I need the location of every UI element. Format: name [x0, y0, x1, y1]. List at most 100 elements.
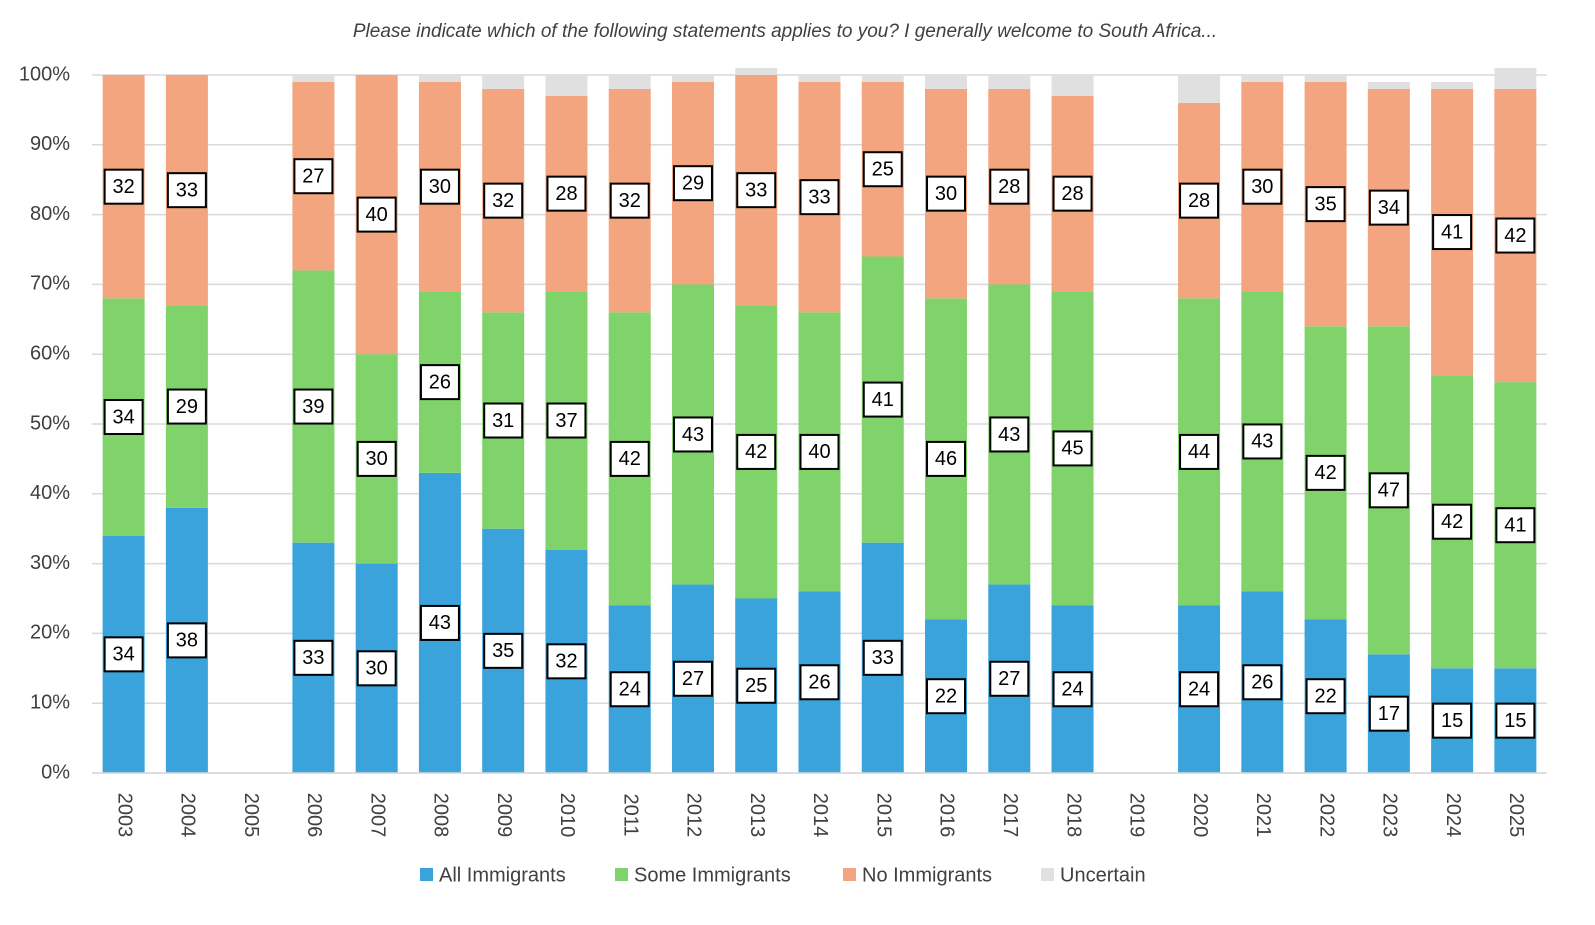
bar-segment	[608, 75, 651, 89]
data-label: 34	[113, 644, 135, 666]
data-label: 41	[1504, 514, 1526, 536]
data-label-box	[293, 388, 334, 425]
bar-segment	[1367, 81, 1410, 89]
data-label: 28	[555, 183, 577, 205]
data-label: 42	[619, 448, 641, 470]
y-tick-label: 70%	[30, 273, 70, 295]
data-label-box	[166, 622, 207, 659]
data-label-box	[926, 440, 967, 477]
x-tick-label: 2022	[1315, 793, 1337, 838]
data-label: 24	[619, 679, 641, 701]
data-label: 15	[1441, 710, 1463, 732]
data-label-box	[1495, 702, 1536, 739]
x-tick-label: 2015	[872, 793, 894, 838]
data-label-box	[293, 639, 334, 676]
y-tick-label: 10%	[30, 691, 70, 713]
x-tick-label: 2020	[1189, 793, 1211, 838]
x-tick-label: 2018	[1062, 793, 1084, 838]
data-label: 41	[1441, 221, 1463, 243]
data-label: 29	[176, 396, 198, 418]
data-label: 40	[366, 204, 388, 226]
data-label-box	[736, 172, 777, 209]
data-label: 42	[745, 441, 767, 463]
x-tick-label: 2010	[556, 793, 578, 838]
data-label-box	[1052, 430, 1093, 467]
data-label-box	[609, 440, 650, 477]
data-label: 34	[113, 406, 135, 428]
data-label-box	[356, 196, 397, 233]
x-tick-label: 2011	[619, 793, 641, 836]
bar-segment	[482, 75, 525, 89]
data-label-box	[419, 604, 460, 641]
x-tick-label: 2024	[1442, 793, 1464, 838]
data-label: 33	[745, 179, 767, 201]
legend-swatch	[420, 868, 433, 881]
data-label: 43	[429, 612, 451, 634]
data-label-box	[736, 667, 777, 704]
data-label-box	[736, 433, 777, 470]
data-label: 27	[302, 165, 324, 187]
y-tick-label: 0%	[41, 761, 70, 783]
data-label: 28	[1061, 183, 1083, 205]
data-label-box	[1052, 175, 1093, 212]
data-label: 33	[302, 647, 324, 669]
data-label-box	[799, 179, 840, 216]
y-tick-label: 50%	[30, 412, 70, 434]
data-label: 22	[935, 686, 957, 708]
data-label-box	[103, 399, 144, 436]
bar-segment	[735, 68, 778, 75]
x-tick-label: 2007	[366, 793, 388, 838]
data-label-box	[609, 182, 650, 219]
data-label: 27	[682, 668, 704, 690]
x-tick-label: 2006	[303, 793, 325, 838]
data-label-box	[989, 660, 1030, 697]
data-label-box	[483, 402, 524, 439]
data-label-box	[799, 664, 840, 701]
x-tick-label: 2008	[430, 793, 452, 838]
x-tick-label: 2019	[1126, 793, 1148, 838]
data-label: 45	[1061, 438, 1083, 460]
data-label: 26	[429, 371, 451, 393]
data-label-box	[1242, 168, 1283, 205]
data-label: 30	[1251, 176, 1273, 198]
x-tick-label: 2012	[683, 793, 705, 838]
data-label-box	[1432, 214, 1473, 251]
data-label-box	[926, 678, 967, 715]
data-label: 39	[302, 396, 324, 418]
data-label: 24	[1188, 679, 1210, 701]
data-label-box	[1305, 454, 1346, 491]
data-label-box	[103, 168, 144, 205]
data-label: 32	[113, 176, 135, 198]
y-tick-label: 60%	[30, 342, 70, 364]
data-label-box	[799, 433, 840, 470]
data-label-box	[672, 660, 713, 697]
data-label: 30	[366, 448, 388, 470]
data-label: 35	[1314, 193, 1336, 215]
legend-swatch	[1041, 868, 1054, 881]
data-label: 25	[745, 675, 767, 697]
data-label: 15	[1504, 710, 1526, 732]
data-label-box	[166, 172, 207, 209]
data-label: 47	[1378, 480, 1400, 502]
data-label-box	[1368, 189, 1409, 226]
data-label: 32	[492, 190, 514, 212]
data-label: 42	[1504, 225, 1526, 247]
data-label-box	[1432, 702, 1473, 739]
legend-swatch	[615, 868, 628, 881]
data-label: 26	[1251, 672, 1273, 694]
data-label-box	[989, 168, 1030, 205]
data-label-box	[1368, 472, 1409, 509]
x-tick-label: 2004	[177, 793, 199, 838]
data-label-box	[1179, 182, 1220, 219]
data-label-box	[1242, 664, 1283, 701]
data-label-box	[1305, 186, 1346, 223]
bar-segment	[1431, 81, 1474, 89]
data-label: 28	[998, 176, 1020, 198]
data-label: 43	[682, 424, 704, 446]
bar-segment	[1494, 68, 1537, 89]
data-label: 43	[998, 424, 1020, 446]
legend-label: No Immigrants	[862, 864, 992, 886]
x-tick-label: 2014	[809, 793, 831, 838]
